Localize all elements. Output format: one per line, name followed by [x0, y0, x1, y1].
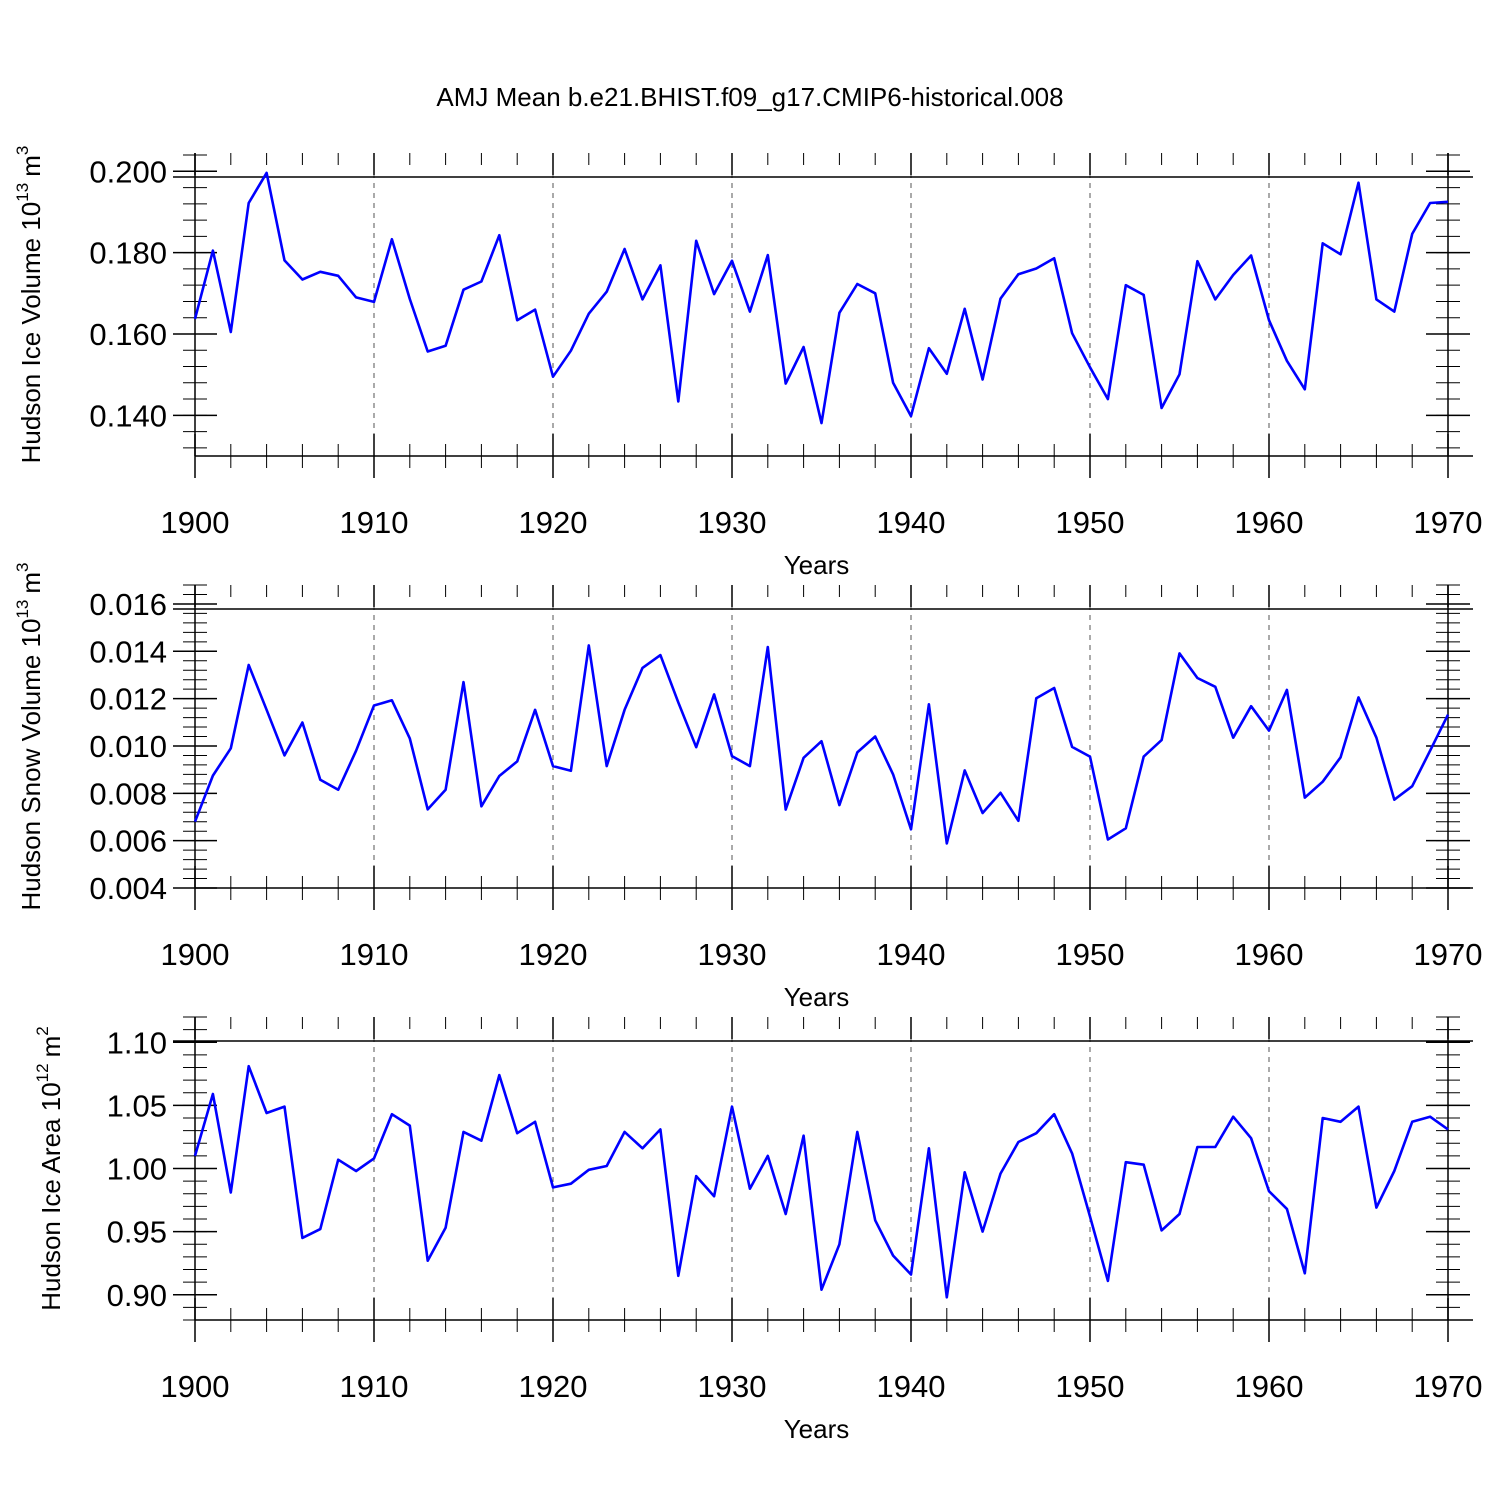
y-axis-label-exponent: 13: [13, 183, 32, 202]
y-axis-label-main: Hudson Ice Volume 10: [16, 202, 46, 464]
x-tick-label: 1940: [877, 505, 946, 540]
y-tick-label: 0.016: [89, 587, 167, 622]
y-axis-label-unit: m: [16, 155, 46, 177]
y-axis-label-unit-exponent: 2: [33, 1026, 52, 1035]
y-tick-label: 1.05: [107, 1088, 167, 1123]
x-tick-label: 1950: [1056, 505, 1125, 540]
x-tick-label: 1920: [519, 937, 588, 972]
y-axis-label: Hudson Ice Volume 1013 m3: [13, 146, 46, 464]
y-axis-label-unit-exponent: 3: [13, 146, 32, 155]
y-tick-label: 0.006: [89, 824, 167, 859]
y-tick-label: 1.10: [107, 1025, 167, 1060]
y-axis-label-unit: m: [16, 572, 46, 594]
x-tick-label: 1910: [340, 505, 409, 540]
x-tick-label: 1970: [1414, 505, 1483, 540]
y-axis-label-main: Hudson Snow Volume 10: [16, 619, 46, 911]
x-tick-label: 1930: [698, 505, 767, 540]
y-tick-label: 0.012: [89, 682, 167, 717]
y-tick-label: 0.200: [89, 154, 167, 189]
y-axis-label-unit-exponent: 3: [13, 562, 32, 571]
y-tick-label: 0.140: [89, 398, 167, 433]
x-tick-label: 1970: [1414, 1369, 1483, 1404]
data-line-ice-volume: [193, 171, 1449, 425]
x-tick-label: 1950: [1056, 937, 1125, 972]
y-tick-label: 0.160: [89, 317, 167, 352]
chart-title: AMJ Mean b.e21.BHIST.f09_g17.CMIP6-histo…: [436, 82, 1063, 112]
x-tick-label: 1960: [1235, 937, 1304, 972]
y-tick-label: 1.00: [107, 1152, 167, 1187]
y-axis-label: Hudson Ice Area 1012 m2: [33, 1026, 66, 1310]
x-tick-label: 1970: [1414, 937, 1483, 972]
y-tick-label: 0.90: [107, 1278, 167, 1313]
x-tick-label: 1960: [1235, 505, 1304, 540]
x-axis-label: Years: [784, 1414, 850, 1444]
x-tick-label: 1930: [698, 937, 767, 972]
x-tick-label: 1910: [340, 1369, 409, 1404]
y-axis-label-main: Hudson Ice Area 10: [36, 1082, 66, 1310]
x-tick-label: 1920: [519, 1369, 588, 1404]
panel-ice-volume: 0.140 0.160 0.180 0.200 1900 1910 1920 1930 1940…: [13, 146, 1482, 580]
x-tick-label: 1960: [1235, 1369, 1304, 1404]
y-tick-label: 0.010: [89, 729, 167, 764]
x-tick-label: 1950: [1056, 1369, 1125, 1404]
x-tick-label: 1900: [161, 1369, 230, 1404]
y-tick-label: 0.008: [89, 776, 167, 811]
panel-snow-volume: 0.004 0.006 0.008 0.010 0.012 0.014 0.016 1900 1…: [13, 562, 1482, 1012]
y-axis-label-exponent: 13: [13, 600, 32, 619]
x-tick-label: 1900: [161, 505, 230, 540]
data-line-snow-volume: [193, 644, 1450, 845]
y-tick-label: 0.95: [107, 1215, 167, 1250]
x-axis-label: Years: [784, 550, 850, 580]
x-axis-label: Years: [784, 982, 850, 1012]
x-tick-label: 1940: [877, 1369, 946, 1404]
x-tick-label: 1930: [698, 1369, 767, 1404]
data-line-ice-area: [193, 1064, 1449, 1299]
x-tick-label: 1910: [340, 937, 409, 972]
y-axis-label: Hudson Snow Volume 1013 m3: [13, 562, 46, 910]
x-tick-label: 1900: [161, 937, 230, 972]
x-tick-label: 1920: [519, 505, 588, 540]
panel-ice-area: 0.90 0.95 1.00 1.05 1.10 1900 1910 1920 1930 1940…: [33, 1016, 1483, 1444]
y-axis-label-exponent: 12: [33, 1063, 52, 1082]
y-tick-label: 0.014: [89, 634, 167, 669]
x-tick-label: 1940: [877, 937, 946, 972]
y-tick-label: 0.004: [89, 871, 167, 906]
y-axis-label-unit: m: [36, 1036, 66, 1058]
y-tick-label: 0.180: [89, 236, 167, 271]
